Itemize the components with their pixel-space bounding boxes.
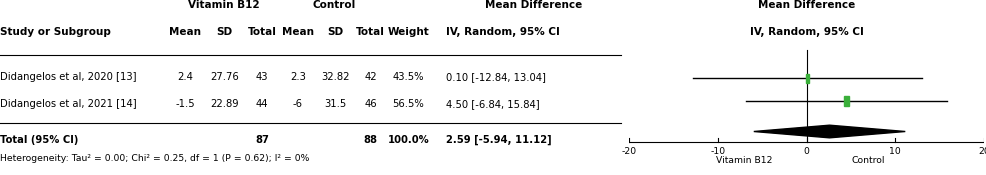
Text: Total: Total	[356, 27, 386, 37]
Polygon shape	[753, 125, 905, 138]
Text: -20: -20	[621, 147, 637, 156]
Text: 100.0%: 100.0%	[387, 135, 429, 145]
Text: 87: 87	[255, 135, 269, 145]
Text: 56.5%: 56.5%	[392, 99, 424, 109]
Text: SD: SD	[217, 27, 233, 37]
Text: -6: -6	[293, 99, 303, 109]
Text: Control: Control	[313, 0, 356, 10]
Text: Didangelos et al, 2020 [13]: Didangelos et al, 2020 [13]	[0, 72, 136, 82]
Text: -10: -10	[710, 147, 726, 156]
Bar	[844, 96, 849, 106]
Text: 2.3: 2.3	[290, 72, 306, 82]
Text: 22.89: 22.89	[210, 99, 240, 109]
Text: SD: SD	[327, 27, 343, 37]
Text: 2.59 [-5.94, 11.12]: 2.59 [-5.94, 11.12]	[446, 135, 551, 145]
Text: 43: 43	[256, 72, 268, 82]
Text: 4.50 [-6.84, 15.84]: 4.50 [-6.84, 15.84]	[446, 99, 539, 109]
Text: 42: 42	[365, 72, 377, 82]
Text: 2.4: 2.4	[177, 72, 193, 82]
Text: IV, Random, 95% CI: IV, Random, 95% CI	[749, 27, 864, 37]
Text: Mean: Mean	[282, 27, 314, 37]
Text: Mean Difference: Mean Difference	[758, 0, 855, 10]
Text: Control: Control	[852, 156, 885, 165]
Text: Mean Difference: Mean Difference	[485, 0, 582, 10]
Text: 20: 20	[978, 147, 986, 156]
Text: Didangelos et al, 2021 [14]: Didangelos et al, 2021 [14]	[0, 99, 137, 109]
Text: 88: 88	[364, 135, 378, 145]
Text: 27.76: 27.76	[210, 72, 240, 82]
Text: Vitamin B12: Vitamin B12	[188, 0, 259, 10]
Text: 32.82: 32.82	[321, 72, 349, 82]
Bar	[806, 74, 810, 83]
Text: IV, Random, 95% CI: IV, Random, 95% CI	[446, 27, 559, 37]
Text: Vitamin B12: Vitamin B12	[716, 156, 773, 165]
Text: 0.10 [-12.84, 13.04]: 0.10 [-12.84, 13.04]	[446, 72, 545, 82]
Text: 10: 10	[889, 147, 901, 156]
Text: 43.5%: 43.5%	[392, 72, 424, 82]
Text: 0: 0	[804, 147, 810, 156]
Text: Total: Total	[247, 27, 277, 37]
Text: 44: 44	[256, 99, 268, 109]
Text: 46: 46	[365, 99, 377, 109]
Text: Mean: Mean	[170, 27, 201, 37]
Text: -1.5: -1.5	[176, 99, 195, 109]
Text: 31.5: 31.5	[324, 99, 346, 109]
Text: Heterogeneity: Tau² = 0.00; Chi² = 0.25, df = 1 (P = 0.62); I² = 0%: Heterogeneity: Tau² = 0.00; Chi² = 0.25,…	[0, 154, 310, 163]
Text: Study or Subgroup: Study or Subgroup	[0, 27, 110, 37]
Text: Total (95% CI): Total (95% CI)	[0, 135, 78, 145]
Text: Weight: Weight	[387, 27, 429, 37]
